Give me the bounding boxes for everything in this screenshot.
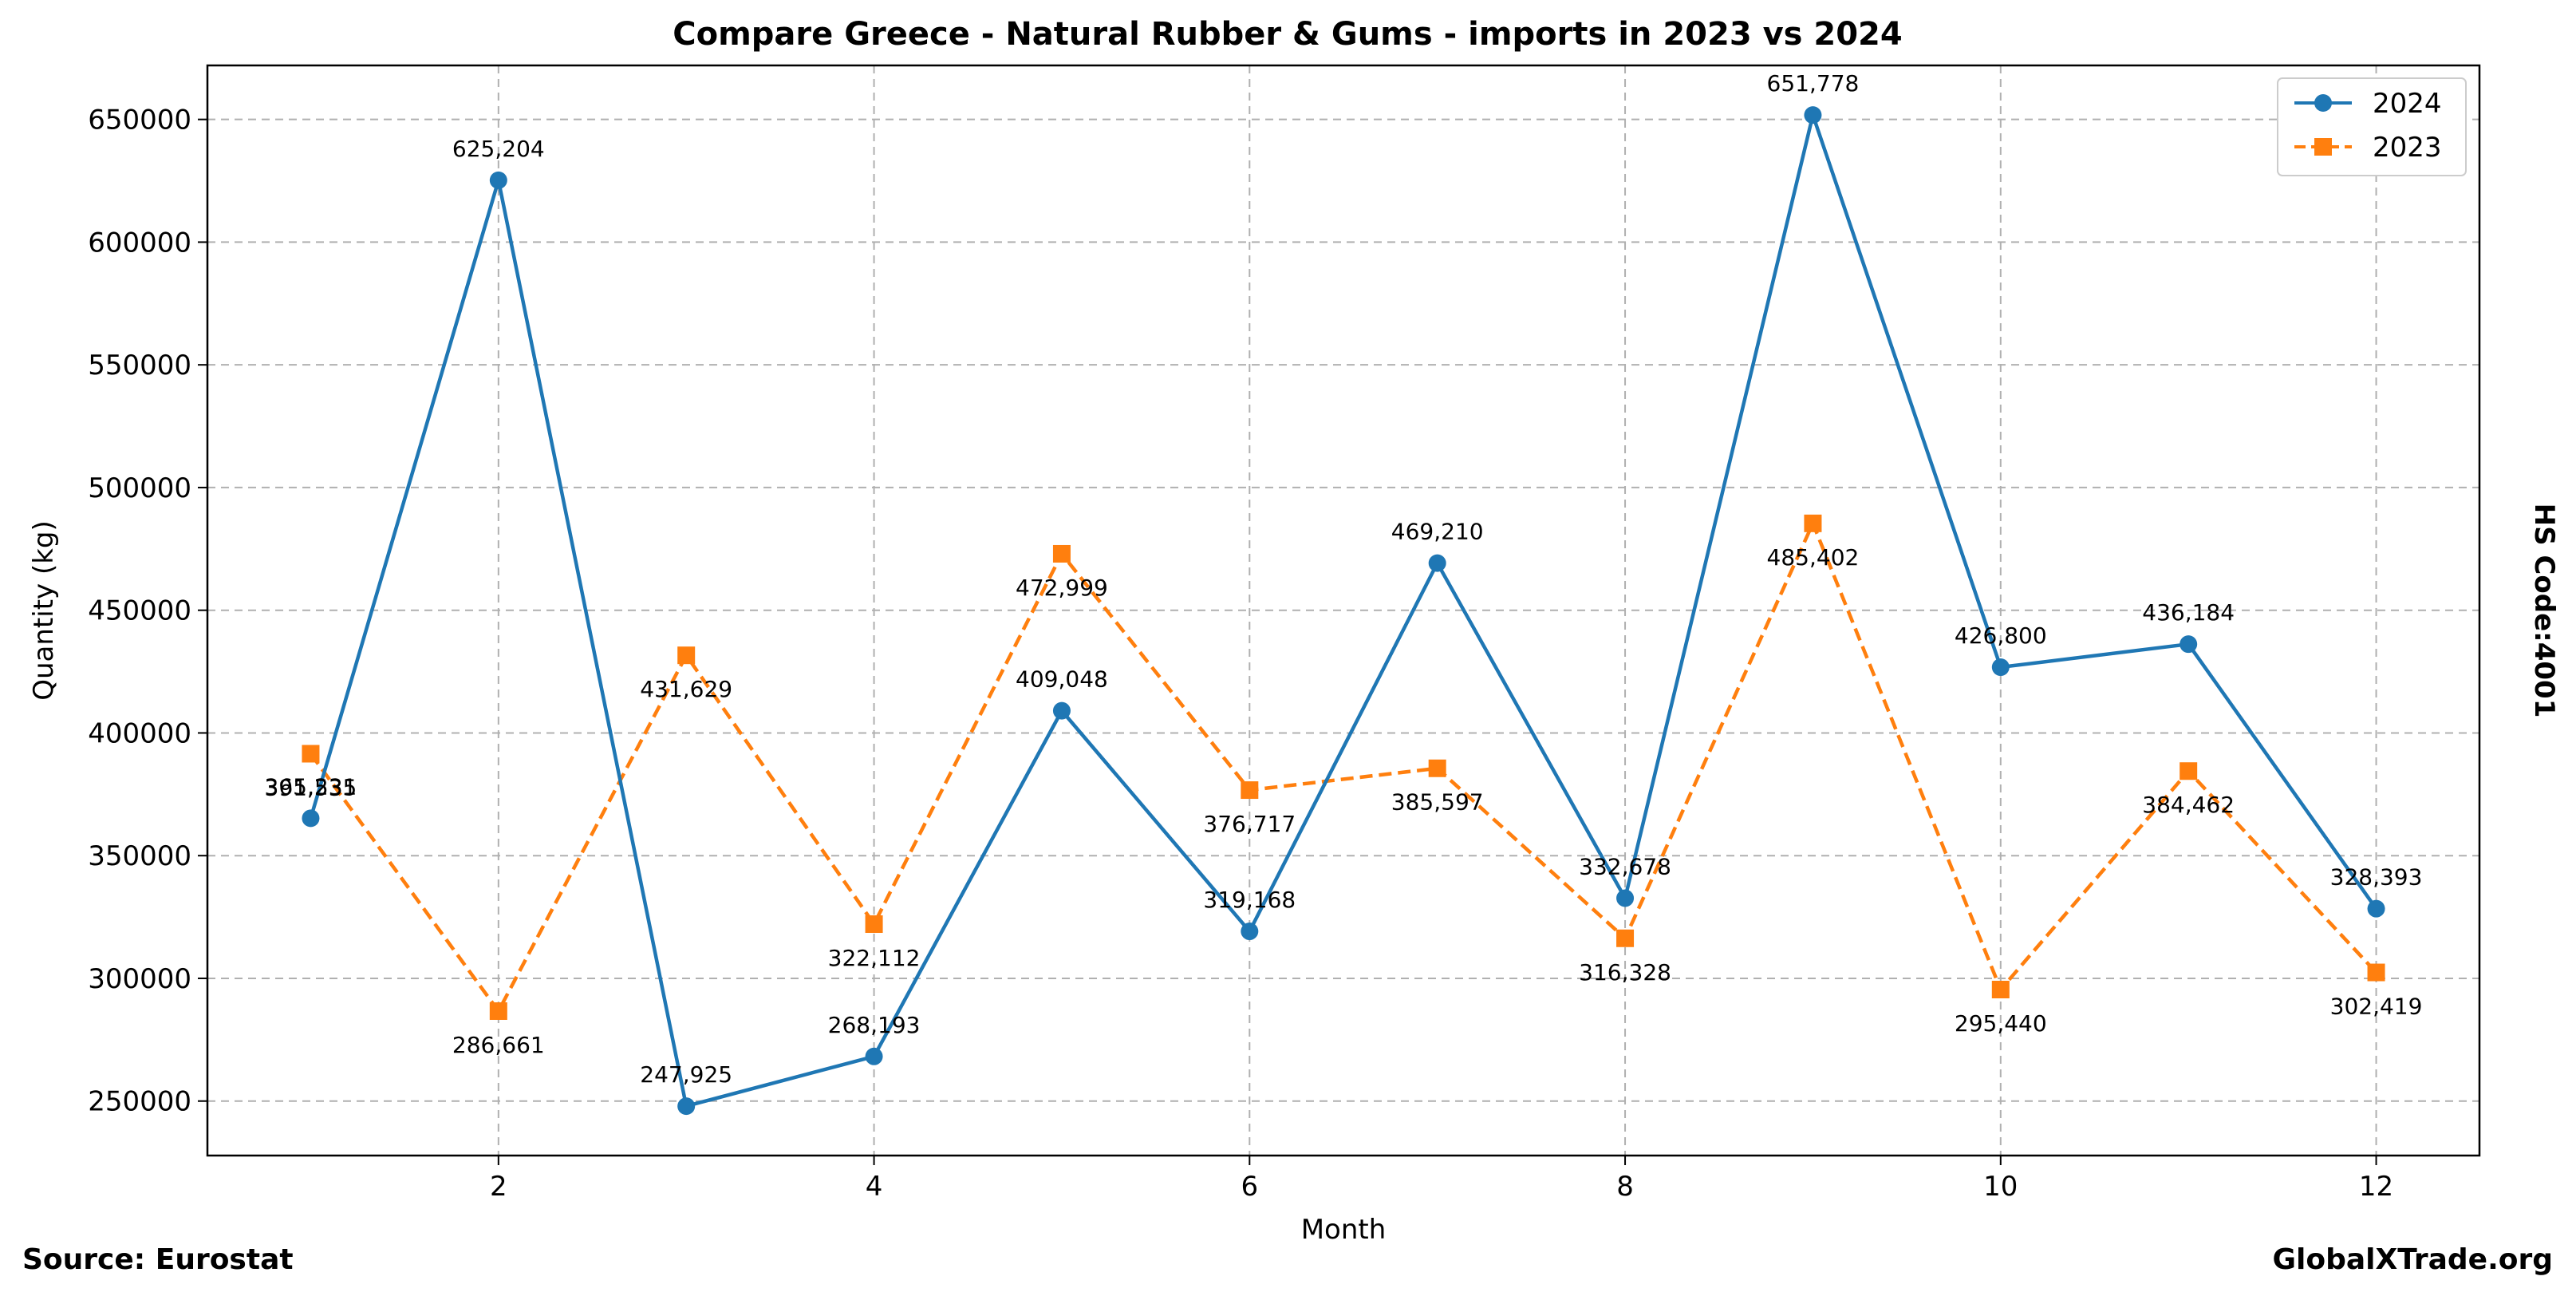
data-point-2023 [1804, 514, 1822, 532]
data-point-2024 [1241, 923, 1259, 941]
data-label-2023: 391,535 [265, 774, 357, 800]
y-tick-label: 550000 [88, 350, 191, 381]
data-label-2024: 625,204 [452, 136, 545, 162]
hs-code-label: HS Code:4001 [2528, 504, 2560, 718]
data-label-2023: 431,629 [640, 676, 732, 702]
data-label-2023: 376,717 [1203, 811, 1296, 837]
source-label: Source: Eurostat [22, 1243, 294, 1276]
data-point-2024 [302, 809, 320, 828]
data-label-2024: 332,678 [1579, 853, 1671, 879]
data-point-2023 [1991, 980, 2010, 998]
data-point-2023 [489, 1002, 507, 1020]
x-tick-label: 10 [1983, 1171, 2018, 1203]
data-point-2023 [1428, 759, 1446, 777]
data-label-2023: 472,999 [1016, 575, 1108, 601]
data-label-2024: 268,193 [828, 1012, 921, 1038]
data-label-2024: 469,210 [1391, 519, 1484, 545]
x-tick-label: 6 [1241, 1171, 1258, 1203]
y-axis: 250000 300000 350000 400000 450000 500000 5500… [88, 105, 207, 1118]
x-axis: 2 4 6 8 10 12 [490, 1156, 2393, 1203]
data-label-2023: 322,112 [828, 945, 921, 971]
data-point-2023 [302, 745, 320, 763]
x-tick-label: 2 [490, 1171, 507, 1203]
legend: 2024 2023 [2277, 77, 2467, 176]
data-point-2024 [677, 1097, 696, 1116]
data-label-2023: 295,440 [1955, 1010, 2047, 1037]
x-tick-label: 4 [866, 1171, 883, 1203]
x-tick-label: 8 [1616, 1171, 1634, 1203]
brand-label: GlobalXTrade.org [2272, 1243, 2553, 1276]
chart-title: Compare Greece - Natural Rubber & Gums -… [673, 16, 1902, 53]
data-label-2023: 316,328 [1579, 959, 1671, 986]
data-point-2023 [1616, 929, 1635, 947]
data-label-2024: 409,048 [1016, 666, 1108, 693]
data-point-2024 [1991, 658, 2010, 677]
y-tick-label: 450000 [88, 595, 191, 627]
y-tick-label: 650000 [88, 105, 191, 136]
data-label-2023: 384,462 [2142, 792, 2235, 818]
data-labels: 365,231 625,204 247,925 268,193 409,048 319,1… [265, 70, 2423, 1088]
y-tick-label: 400000 [88, 717, 191, 749]
data-label-2024: 365,231 [265, 773, 357, 800]
data-point-2024 [489, 171, 507, 189]
legend-label-2024: 2024 [2373, 88, 2442, 120]
y-tick-label: 300000 [88, 963, 191, 995]
series-layer [302, 106, 2385, 1116]
data-point-2023 [1241, 781, 1259, 800]
legend-marker-2023 [2314, 138, 2332, 156]
data-label-2024: 426,800 [1955, 622, 2047, 649]
y-tick-label: 250000 [88, 1086, 191, 1118]
data-point-2024 [1428, 554, 1446, 572]
data-label-2023: 485,402 [1767, 544, 1860, 571]
data-label-2024: 436,184 [2142, 599, 2235, 626]
data-point-2023 [677, 646, 696, 665]
series-line-2023 [309, 521, 2378, 1013]
y-tick-label: 600000 [88, 227, 191, 259]
data-point-2024 [865, 1047, 883, 1065]
data-label-2024: 247,925 [640, 1061, 732, 1088]
x-tick-label: 12 [2359, 1171, 2393, 1203]
series-line-2024 [309, 113, 2378, 1108]
y-tick-label: 350000 [88, 840, 191, 872]
data-label-2023: 385,597 [1391, 789, 1484, 816]
y-axis-label: Quantity (kg) [28, 520, 60, 701]
x-axis-label: Month [1301, 1214, 1387, 1246]
legend-marker-2024 [2314, 94, 2332, 112]
y-tick-label: 500000 [88, 472, 191, 504]
data-label-2023: 302,419 [2330, 994, 2423, 1020]
grid [207, 65, 2479, 1156]
data-label-2024: 651,778 [1767, 70, 1860, 97]
data-point-2024 [2367, 899, 2385, 918]
data-label-2023: 286,661 [452, 1032, 545, 1058]
data-point-2023 [1052, 544, 1071, 563]
data-point-2023 [865, 915, 883, 933]
data-label-2024: 319,168 [1203, 887, 1296, 913]
data-point-2024 [1804, 106, 1822, 124]
legend-label-2023: 2023 [2373, 132, 2442, 164]
data-point-2024 [1052, 701, 1071, 720]
data-point-2024 [1616, 889, 1635, 907]
data-label-2024: 328,393 [2330, 864, 2423, 891]
data-point-2023 [2180, 762, 2198, 780]
data-point-2024 [2180, 635, 2198, 654]
data-point-2023 [2367, 963, 2385, 982]
